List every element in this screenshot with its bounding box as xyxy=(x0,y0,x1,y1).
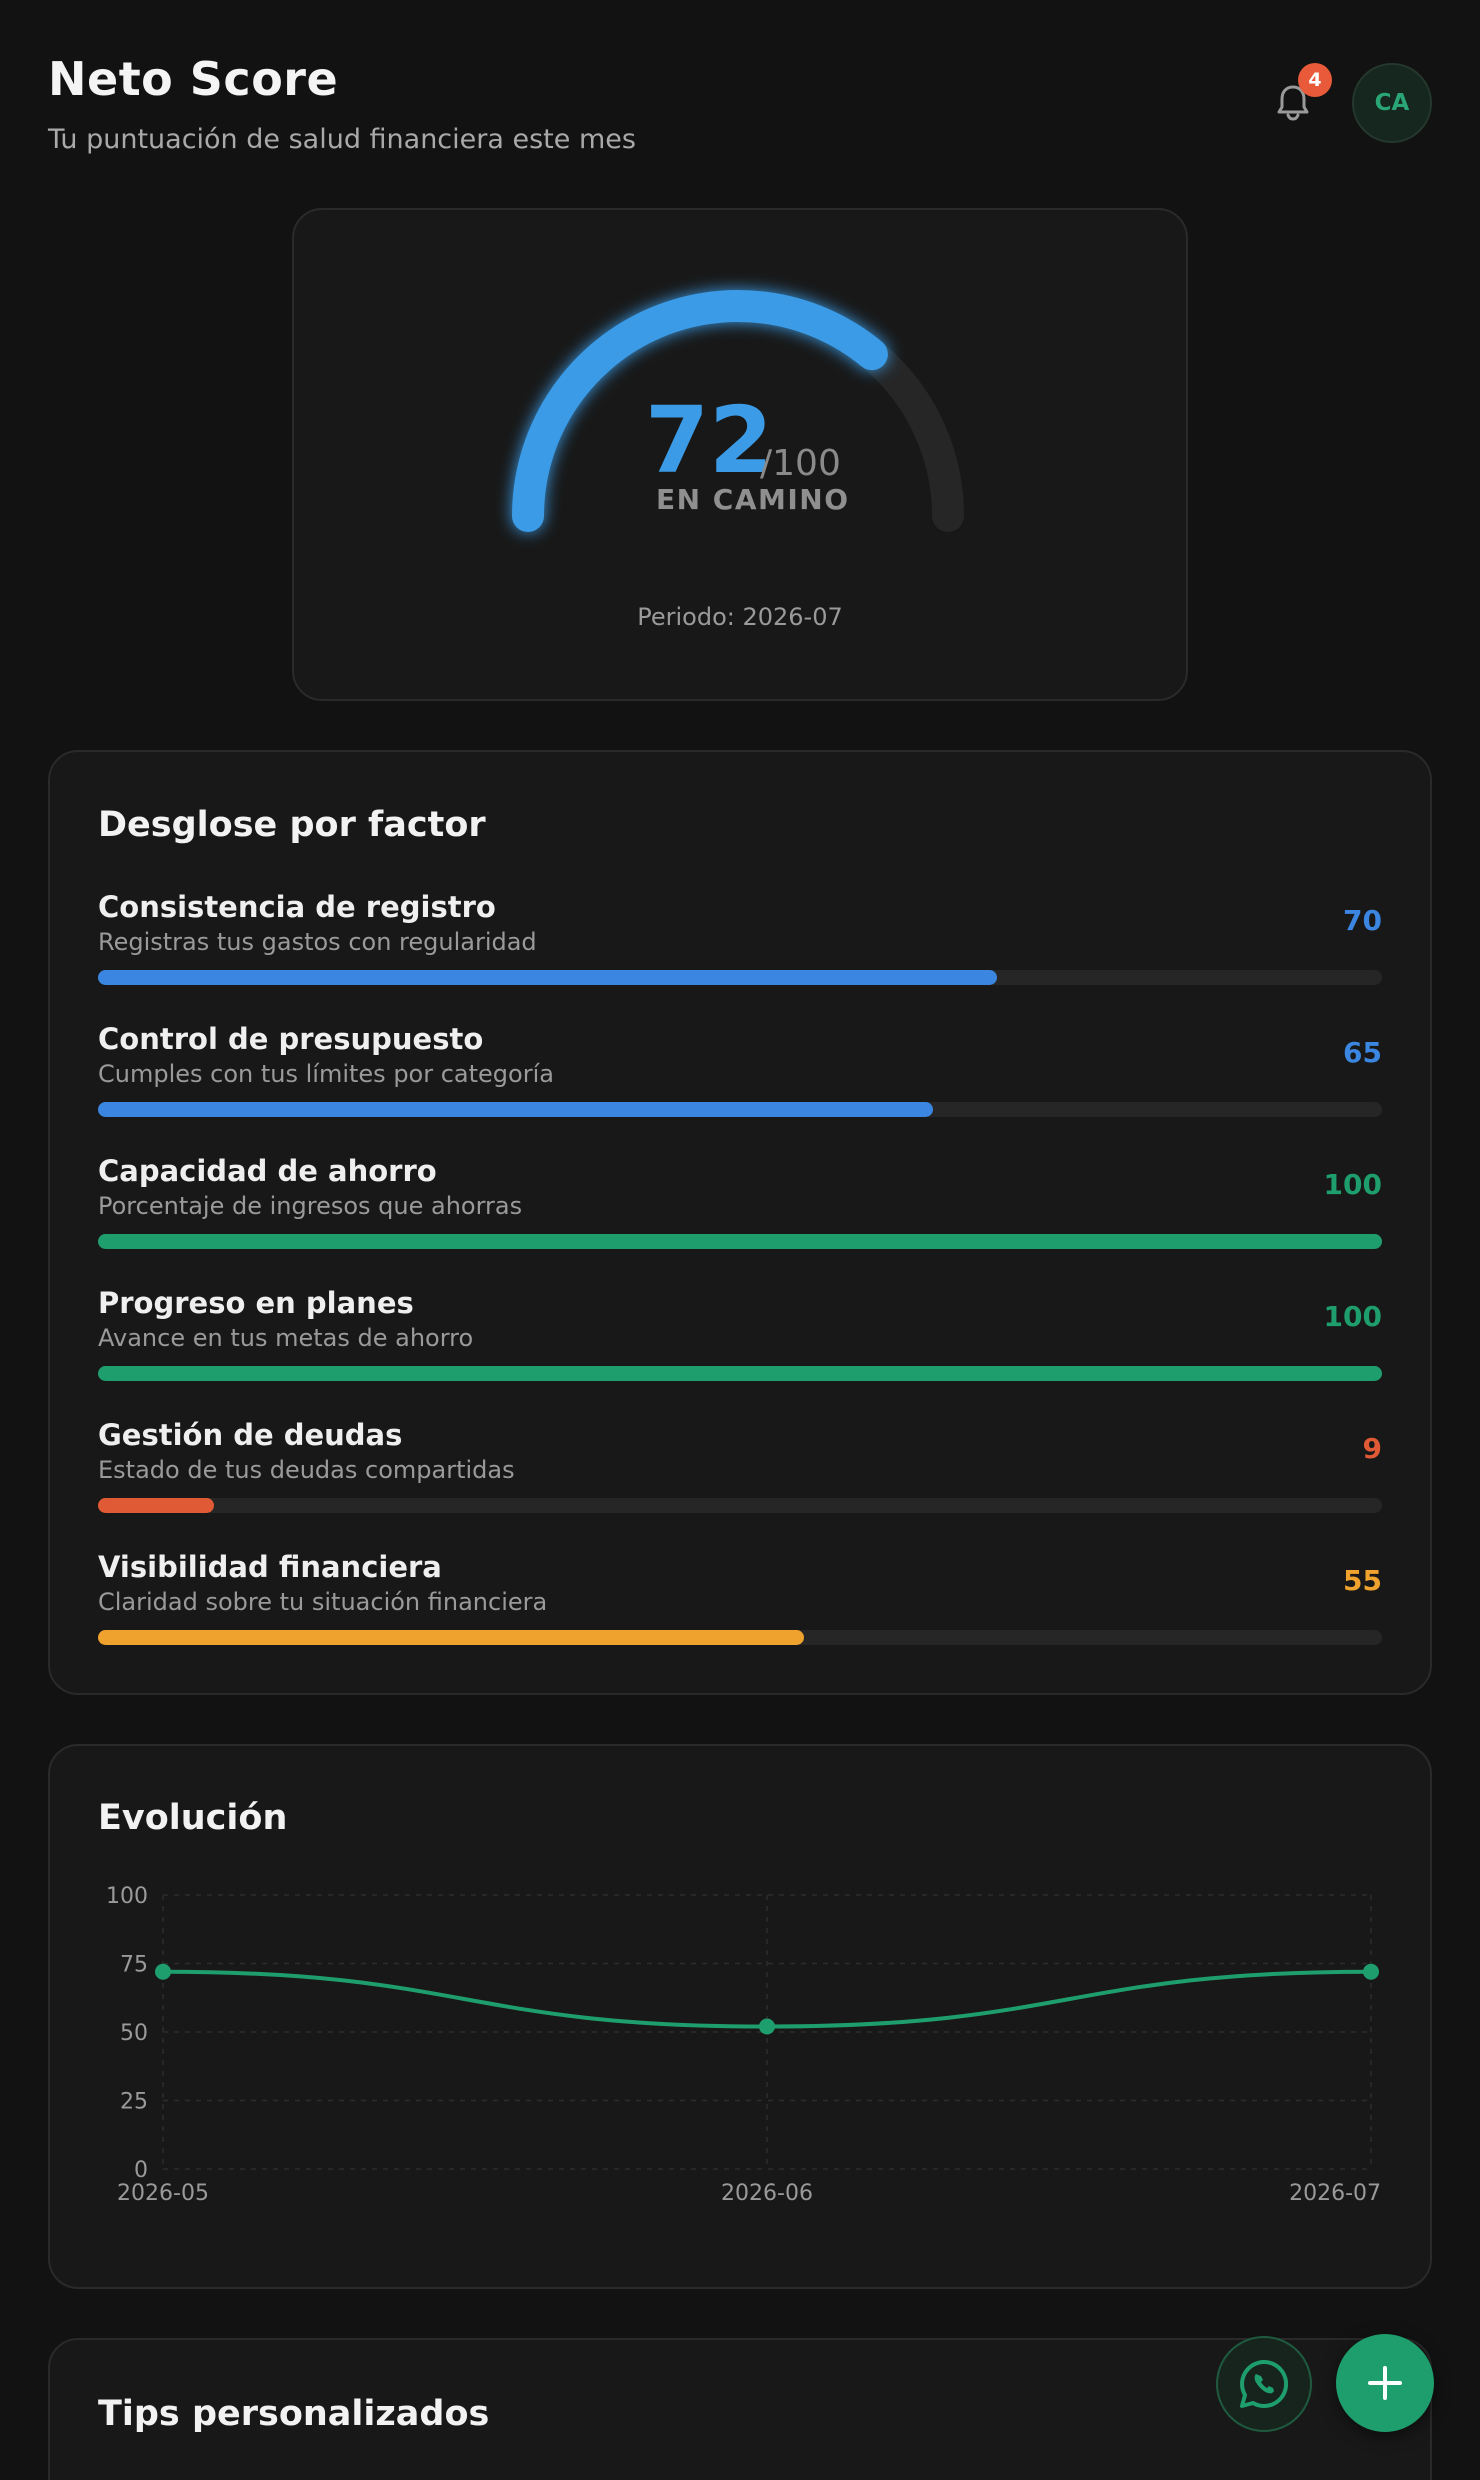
factor-progress-fill xyxy=(98,1102,933,1117)
factor-progress-track xyxy=(98,1366,1382,1381)
factor-value: 65 xyxy=(1343,1036,1382,1069)
factor-progress-fill xyxy=(98,1498,214,1513)
factor-description: Registras tus gastos con regularidad xyxy=(98,928,537,956)
score-gauge xyxy=(512,289,964,532)
add-button[interactable] xyxy=(1336,2334,1434,2432)
factor-value: 100 xyxy=(1323,1300,1382,1333)
breakdown-card xyxy=(48,750,1432,1695)
factor-progress-track xyxy=(98,1630,1382,1645)
factor-progress-fill xyxy=(98,1234,1382,1249)
plus-icon xyxy=(1368,2366,1402,2400)
tips-card xyxy=(48,2338,1432,2480)
score-status: EN CAMINO xyxy=(656,483,850,516)
factor-value: 9 xyxy=(1362,1432,1382,1465)
breakdown-title: Desglose por factor xyxy=(98,805,486,845)
factor-name: Control de presupuesto xyxy=(98,1022,484,1056)
factor-value: 55 xyxy=(1343,1564,1382,1597)
factor-progress-track xyxy=(98,970,1382,985)
page-header: Neto Score Tu puntuación de salud financ… xyxy=(48,52,636,155)
factor-name: Progreso en planes xyxy=(98,1286,414,1320)
factor-description: Avance en tus metas de ahorro xyxy=(98,1324,474,1352)
factor-description: Estado de tus deudas compartidas xyxy=(98,1456,515,1484)
factor-name: Consistencia de registro xyxy=(98,890,496,924)
notification-badge: 4 xyxy=(1298,63,1332,97)
page-subtitle: Tu puntuación de salud financiera este m… xyxy=(48,124,636,155)
whatsapp-icon xyxy=(1240,2359,1289,2408)
factor-row: Control de presupuesto Cumples con tus lí… xyxy=(98,1022,1382,1132)
factor-name: Visibilidad financiera xyxy=(98,1550,442,1584)
factor-value: 70 xyxy=(1343,904,1382,937)
score-period: Periodo: 2026-07 xyxy=(637,603,843,631)
whatsapp-button[interactable] xyxy=(1216,2336,1312,2432)
factor-description: Cumples con tus límites por categoría xyxy=(98,1060,554,1088)
evolution-title: Evolución xyxy=(98,1798,288,1838)
score-value: 72 xyxy=(645,387,774,494)
page-title: Neto Score xyxy=(48,52,339,106)
factor-name: Gestión de deudas xyxy=(98,1418,403,1452)
factor-row: Progreso en planes Avance en tus metas de… xyxy=(98,1286,1382,1396)
factor-row: Visibilidad financiera Claridad sobre tu … xyxy=(98,1550,1382,1660)
score-max: /100 xyxy=(760,443,841,484)
factor-progress-track xyxy=(98,1234,1382,1249)
factor-row: Gestión de deudas Estado de tus deudas co… xyxy=(98,1418,1382,1528)
factor-name: Capacidad de ahorro xyxy=(98,1154,437,1188)
gauge-fill xyxy=(512,289,888,532)
avatar[interactable]: CA xyxy=(1352,63,1432,143)
factor-description: Claridad sobre tu situación financiera xyxy=(98,1588,548,1616)
factor-progress-track xyxy=(98,1498,1382,1513)
factor-progress-fill xyxy=(98,1366,1382,1381)
factor-description: Porcentaje de ingresos que ahorras xyxy=(98,1192,523,1220)
factor-progress-track xyxy=(98,1102,1382,1117)
factor-progress-fill xyxy=(98,970,997,985)
factor-row: Capacidad de ahorro Porcentaje de ingreso… xyxy=(98,1154,1382,1264)
factor-value: 100 xyxy=(1323,1168,1382,1201)
factor-progress-fill xyxy=(98,1630,805,1645)
factor-row: Consistencia de registro Registras tus ga… xyxy=(98,890,1382,1000)
tips-title: Tips personalizados xyxy=(98,2394,490,2434)
